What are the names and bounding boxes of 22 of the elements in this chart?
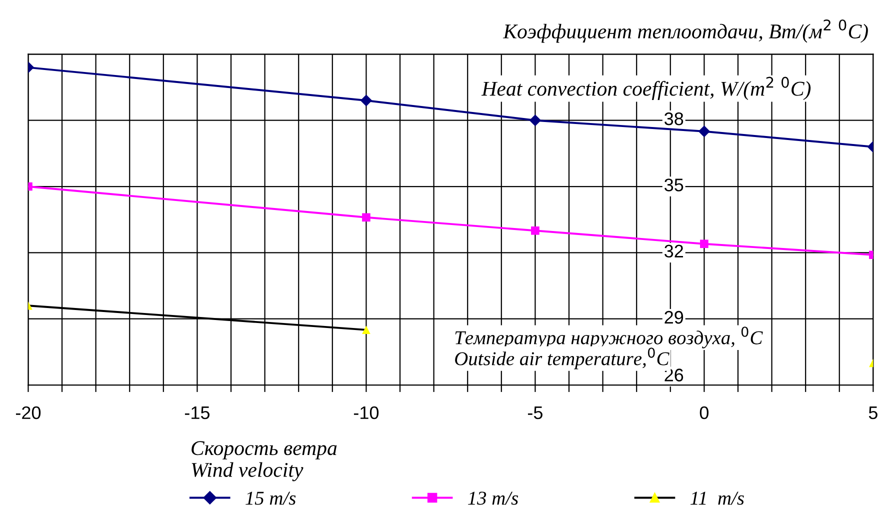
text: Коэффициент теплоотдачи, Вт/(м$^{2 0}$C) Heat convection coefficient, W/(m$^{2 0}$C) [481,19,868,100]
y-tick-label: 35 [664,178,684,192]
legend-title: Скорость ветра Wind velocity [192,441,337,482]
text: Температура наружного воздуха, $^{0}$C Outside air temperature,$^{0}$C [455,326,763,370]
point [700,240,708,248]
x-tick-label: -20 [16,406,41,420]
y-tick-label: 38 [664,112,684,126]
legend-label: 15 m/s [246,492,296,505]
point [531,226,540,235]
point [529,114,542,126]
x-tick-label: -15 [184,406,210,420]
legend-label: 11 m/s [690,492,744,505]
legend-label: 13 m/s [468,492,518,505]
x-tick-label: -5 [528,406,542,420]
x-tick-label: 5 [868,406,878,420]
point [698,125,710,138]
y-tick-label: 29 [664,310,684,324]
y-tick-label: 32 [664,244,684,258]
x-tick-label: 0 [700,406,709,420]
point [360,94,372,106]
x-tick-label: -10 [354,406,379,420]
point [362,213,370,222]
